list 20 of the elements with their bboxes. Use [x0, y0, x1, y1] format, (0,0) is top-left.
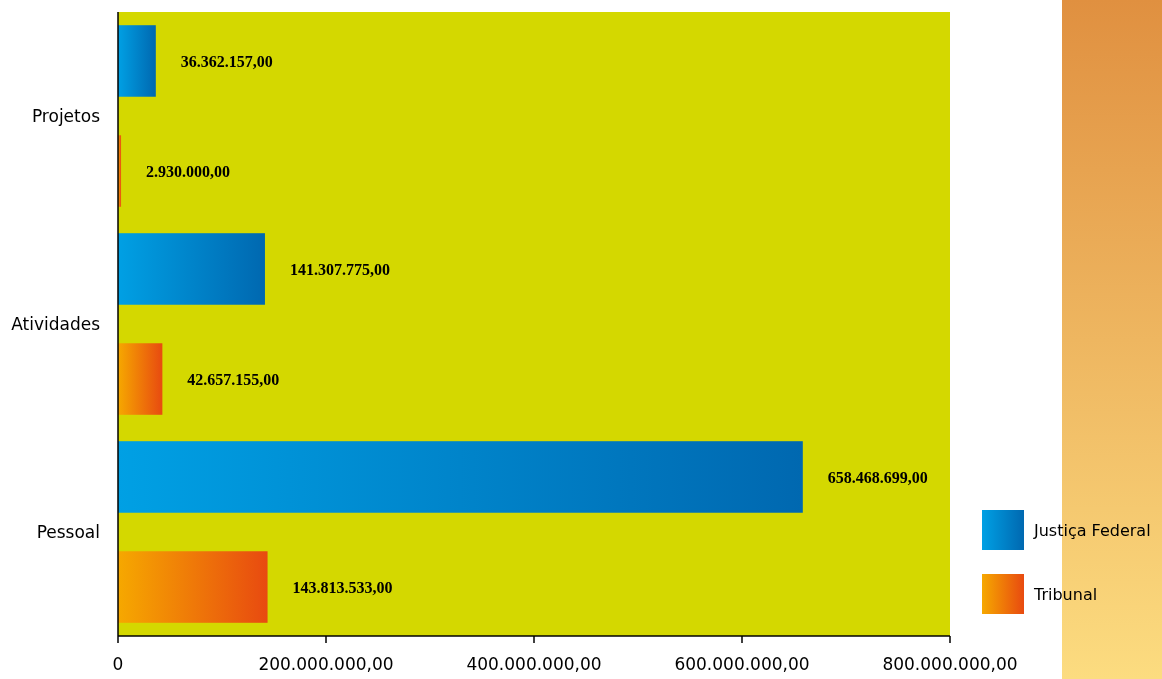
text: Tribunal	[1033, 584, 1098, 604]
y-tick-label: Projetos	[31, 105, 101, 126]
x-tick-label: 400.000.000,00	[466, 654, 602, 674]
data-label: 2.930.000,00	[146, 162, 231, 180]
data-label: 658.468.699,00	[827, 468, 928, 486]
x-tick-label: 0	[112, 654, 124, 674]
bar	[118, 343, 163, 415]
x-tick-label: 200.000.000,00	[258, 654, 394, 674]
data-label: 36.362.157,00	[180, 52, 273, 70]
data-label: 141.307.775,00	[289, 260, 390, 278]
x-tick-label: 800.000.000,00	[882, 654, 1018, 674]
data-label: 42.657.155,00	[187, 370, 280, 388]
x-tick-label: 600.000.000,00	[674, 654, 810, 674]
data-label: 143.813.533,00	[292, 578, 393, 596]
bar	[118, 233, 265, 305]
bar	[118, 441, 803, 513]
bar	[118, 25, 156, 97]
y-tick-label: Pessoal	[36, 521, 100, 542]
y-tick-label: Atividades	[11, 313, 101, 334]
bar	[118, 551, 268, 623]
